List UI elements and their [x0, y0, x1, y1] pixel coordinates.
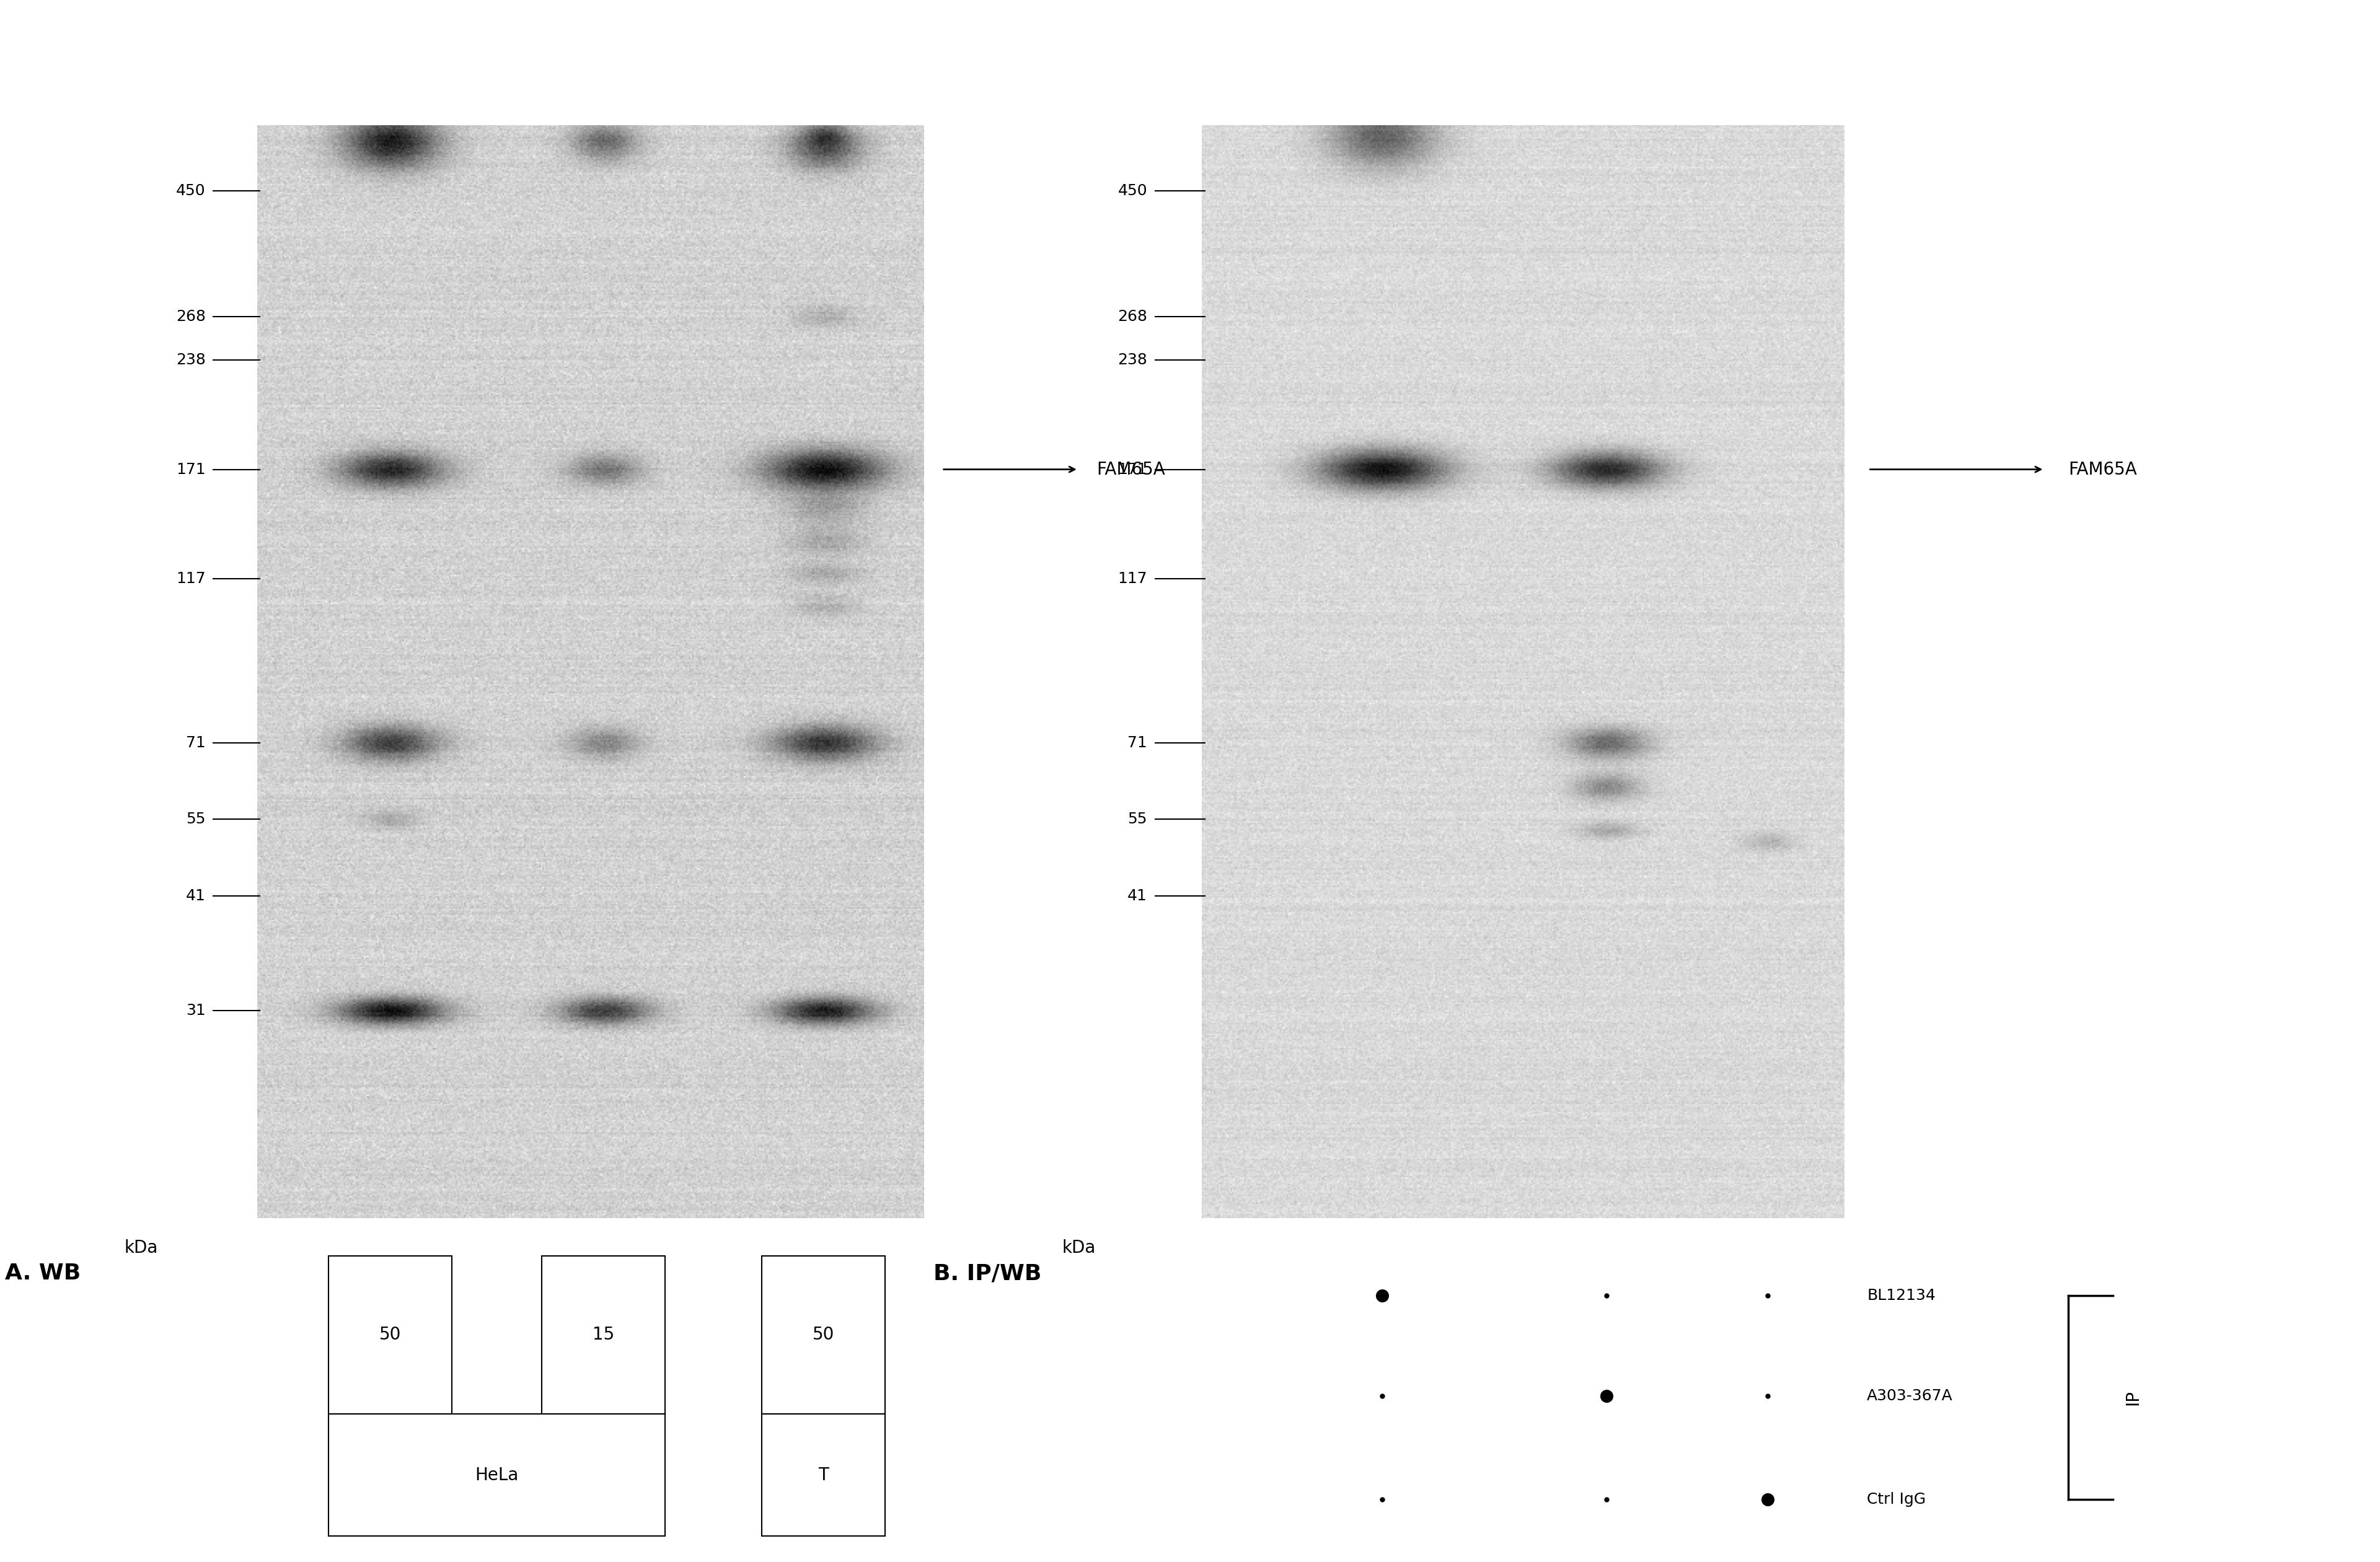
Text: 117: 117 [1119, 572, 1147, 586]
Text: IP: IP [2125, 1390, 2142, 1406]
Point [1587, 1487, 1626, 1512]
Text: 171: 171 [1119, 462, 1147, 476]
Point [1364, 1384, 1402, 1409]
Text: A. WB: A. WB [5, 1264, 81, 1284]
Text: T: T [819, 1467, 828, 1484]
Text: 15: 15 [593, 1326, 614, 1343]
Text: 55: 55 [1128, 812, 1147, 826]
Text: Ctrl IgG: Ctrl IgG [1866, 1492, 1925, 1507]
Point [1364, 1282, 1402, 1307]
Bar [762, 1256, 885, 1414]
Text: 71: 71 [1128, 736, 1147, 750]
Text: FAM65A: FAM65A [2068, 461, 2137, 478]
Text: 50: 50 [812, 1326, 835, 1343]
Point [1749, 1282, 1787, 1307]
Point [1749, 1384, 1787, 1409]
Point [1587, 1384, 1626, 1409]
Text: 50: 50 [378, 1326, 402, 1343]
Text: 117: 117 [176, 572, 205, 586]
Text: 31: 31 [186, 1003, 205, 1018]
Text: 450: 450 [176, 183, 205, 198]
Bar [328, 1256, 452, 1414]
Text: 55: 55 [186, 812, 205, 826]
Point [1587, 1282, 1626, 1307]
Bar [328, 1414, 664, 1535]
Text: 268: 268 [1119, 309, 1147, 323]
Text: BL12134: BL12134 [1866, 1287, 1935, 1303]
Text: 450: 450 [1119, 183, 1147, 198]
Text: kDa: kDa [1061, 1239, 1095, 1256]
Text: 171: 171 [176, 462, 205, 476]
Text: 238: 238 [176, 353, 205, 367]
Text: 238: 238 [1119, 353, 1147, 367]
Bar [762, 1414, 885, 1535]
Text: FAM65A: FAM65A [1097, 461, 1166, 478]
Bar [543, 1256, 664, 1414]
Text: HeLa: HeLa [476, 1467, 519, 1484]
Text: 71: 71 [186, 736, 205, 750]
Text: B. IP/WB: B. IP/WB [933, 1264, 1042, 1284]
Text: 268: 268 [176, 309, 205, 323]
Text: kDa: kDa [124, 1239, 157, 1256]
Point [1364, 1487, 1402, 1512]
Text: 41: 41 [186, 889, 205, 903]
Text: A303-367A: A303-367A [1866, 1389, 1954, 1403]
Point [1749, 1487, 1787, 1512]
Text: 41: 41 [1128, 889, 1147, 903]
